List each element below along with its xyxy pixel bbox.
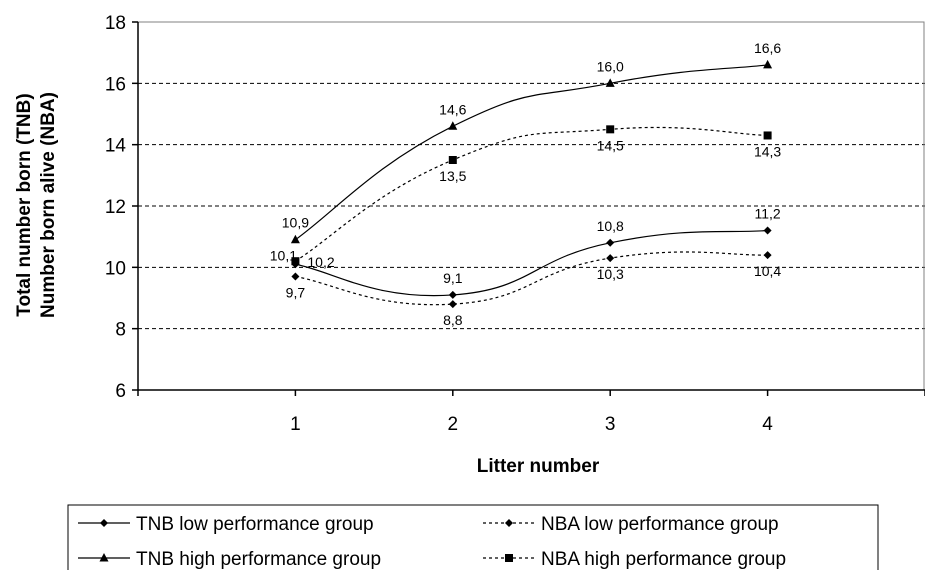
- data-label-nba-high-performance-group: 10,2: [307, 254, 334, 270]
- y-tick-label: 12: [105, 197, 126, 218]
- data-point-tnb-high-performance-group: [448, 121, 458, 130]
- legend-label-nba-high-performance-group: NBA high performance group: [541, 549, 786, 570]
- legend-marker-nba-low-performance-group: [505, 519, 513, 527]
- legend-marker-nba-high-performance-group: [505, 554, 513, 562]
- y-tick-label: 18: [105, 13, 126, 34]
- data-label-tnb-low-performance-group: 11,2: [754, 206, 780, 222]
- x-tick-label: 4: [762, 414, 773, 435]
- legend-label-tnb-high-performance-group: TNB high performance group: [136, 549, 381, 570]
- data-point-tnb-high-performance-group: [290, 234, 300, 244]
- data-point-tnb-low-performance-group: [448, 290, 457, 299]
- data-point-nba-high-performance-group: [448, 156, 457, 164]
- gridlines: [138, 82, 925, 330]
- data-label-tnb-high-performance-group: 10,9: [282, 215, 309, 231]
- series-lines: [290, 59, 773, 309]
- y-tick-label: 10: [105, 258, 126, 279]
- y-axis-ticks: 6 8 10 12 14 16 18: [105, 13, 138, 402]
- y-tick-label: 14: [105, 136, 127, 157]
- series-line-nba-low-performance-group: [295, 251, 768, 306]
- x-tick-label: 2: [448, 414, 459, 435]
- data-point-nba-low-performance-group: [448, 300, 457, 309]
- data-label-tnb-low-performance-group: 10,8: [597, 218, 624, 234]
- x-axis-ticks: 1 2 3 4: [137, 390, 925, 435]
- data-point-nba-high-performance-group: [763, 131, 772, 140]
- legend-box: [67, 504, 879, 572]
- legend-label-nba-low-performance-group: NBA low performance group: [541, 514, 779, 535]
- data-point-nba-high-performance-group: [291, 257, 300, 266]
- y-tick-label: 8: [115, 320, 126, 341]
- data-label-tnb-low-performance-group: 9,1: [443, 270, 463, 286]
- data-point-tnb-high-performance-group: [605, 78, 615, 87]
- series-line-tnb-low-performance-group: [295, 229, 768, 297]
- legend-marker-tnb-high-performance-group: [99, 553, 109, 562]
- data-label-nba-high-performance-group: 14,3: [754, 143, 781, 159]
- series-line-nba-high-performance-group: [295, 126, 768, 262]
- y-axis-title-line-1: Total number born (TNB): [14, 93, 35, 316]
- data-label-nba-high-performance-group: 14,5: [597, 137, 624, 153]
- data-label-tnb-high-performance-group: 16,0: [597, 58, 624, 74]
- legend-label-tnb-low-performance-group: TNB low performance group: [136, 514, 374, 535]
- data-point-tnb-high-performance-group: [763, 59, 773, 69]
- data-label-nba-low-performance-group: 9,7: [286, 285, 306, 301]
- data-point-tnb-low-performance-group: [763, 226, 772, 235]
- data-label-nba-low-performance-group: 8,8: [443, 312, 463, 328]
- data-point-nba-low-performance-group: [606, 254, 615, 263]
- data-labels: 10,1 9,1 10,8 11,2 9,7 8,8 10,3 10,4 10,9 14,6 16,…: [270, 40, 782, 328]
- data-label-nba-low-performance-group: 10,3: [597, 266, 624, 282]
- data-point-nba-high-performance-group: [606, 125, 615, 134]
- y-axis-title-line-2: Number born alive (NBA): [38, 92, 59, 318]
- data-label-tnb-high-performance-group: 16,6: [754, 40, 781, 56]
- data-point-tnb-low-performance-group: [606, 238, 615, 247]
- data-label-tnb-low-performance-group: 10,1: [270, 247, 297, 263]
- x-tick-label: 1: [290, 414, 301, 435]
- x-tick-label: 3: [605, 414, 616, 435]
- legend: TNB low performance group NBA low perform…: [67, 504, 879, 572]
- y-tick-label: 16: [105, 74, 126, 95]
- data-label-tnb-high-performance-group: 14,6: [439, 101, 466, 117]
- x-axis-title: Litter number: [477, 456, 600, 477]
- legend-marker-tnb-low-performance-group: [100, 519, 108, 527]
- y-tick-label: 6: [115, 381, 126, 402]
- data-label-nba-high-performance-group: 13,5: [439, 168, 466, 184]
- series-line-tnb-high-performance-group: [295, 64, 768, 241]
- data-label-nba-low-performance-group: 10,4: [754, 263, 781, 279]
- data-point-nba-low-performance-group: [763, 251, 772, 260]
- data-point-nba-low-performance-group: [291, 272, 300, 281]
